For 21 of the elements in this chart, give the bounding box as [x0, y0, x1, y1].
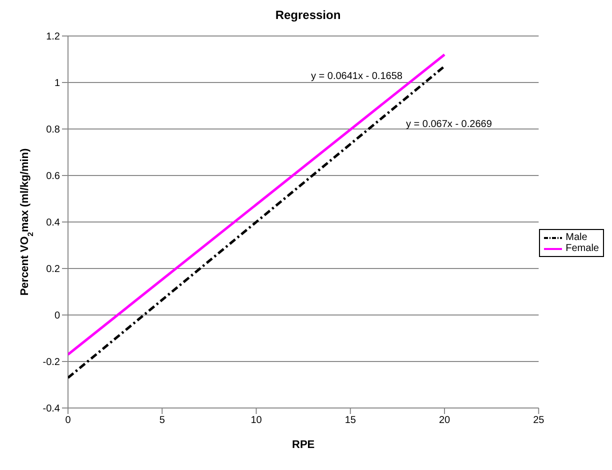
- y-tick-label: 0: [54, 310, 60, 322]
- y-tick-label: 0.8: [46, 124, 60, 136]
- legend-label: Male: [566, 232, 588, 243]
- y-tick-label: 0.2: [46, 264, 60, 276]
- y-tick-label: -0.2: [42, 357, 60, 368]
- y-tick-label: 1: [54, 78, 60, 90]
- x-tick-label: 25: [533, 415, 545, 426]
- y-tick-label: -0.4: [42, 404, 60, 415]
- x-tick-label: 10: [250, 415, 262, 426]
- annotation: y = 0.067x - 0.2669: [406, 119, 492, 130]
- x-tick-label: 15: [344, 415, 356, 426]
- chart-title: Regression: [274, 8, 342, 24]
- annotation: y = 0.0641x - 0.1658: [311, 71, 402, 82]
- y-tick-label: 0.4: [46, 218, 60, 229]
- x-axis-title: RPE: [292, 439, 315, 451]
- y-tick-label: 1.2: [46, 32, 60, 43]
- x-tick-label: 0: [65, 415, 72, 426]
- legend-label: Female: [566, 243, 599, 254]
- x-tick-label: 20: [438, 415, 451, 426]
- x-tick-label: 5: [159, 415, 166, 426]
- y-tick-label: 0.6: [46, 171, 60, 182]
